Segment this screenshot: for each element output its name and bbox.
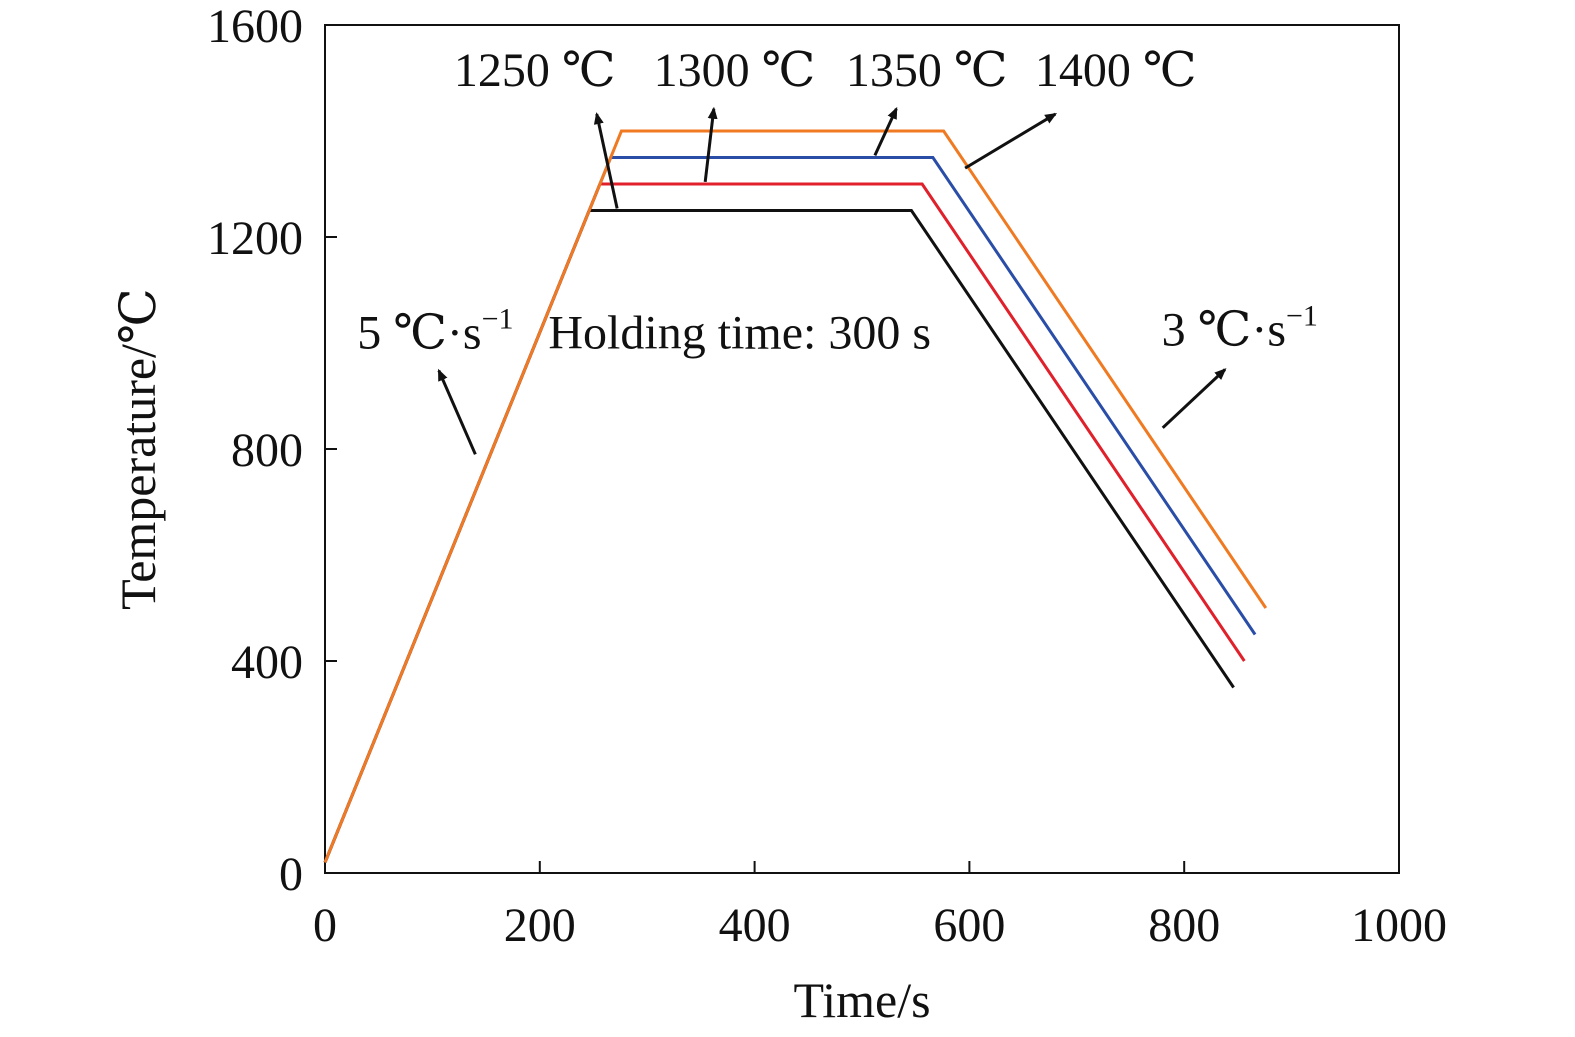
series-label-arrow-3 — [873, 106, 898, 157]
annotation-3: 3 ℃·s−1 — [1162, 300, 1318, 357]
annotation-arrow-3 — [1161, 368, 1227, 429]
series-label-arrow-2 — [703, 106, 718, 183]
x-tick-label: 600 — [933, 899, 1005, 952]
series-label-arrow-1 — [593, 112, 619, 209]
series-label-3: 1350 ℃ — [846, 44, 1008, 97]
annotation-text-2: Holding time: 300 s — [548, 306, 931, 359]
series-label-2: 1300 ℃ — [654, 44, 816, 97]
series-line-4 — [323, 129, 1268, 863]
y-axis-title: Temperature/℃ — [110, 288, 166, 610]
annotation-superscript-1: −1 — [482, 302, 514, 335]
x-tick-label: 400 — [719, 899, 791, 952]
series-line-3 — [323, 156, 1257, 863]
y-tick-label: 1200 — [207, 212, 303, 265]
annotation-text-3: 3 ℃·s — [1162, 304, 1286, 357]
y-tick-label: 800 — [231, 424, 303, 477]
y-axis: 0 400 800 1200 1600 — [207, 0, 337, 901]
x-tick-label: 800 — [1148, 899, 1220, 952]
x-axis-title: Time/s — [793, 972, 930, 1028]
y-tick-label: 1600 — [207, 0, 303, 53]
annotation-arrow-1 — [437, 368, 477, 455]
annotation-superscript-3: −1 — [1286, 300, 1318, 333]
annotation-text-1: 5 ℃·s — [357, 306, 481, 359]
x-tick-label: 200 — [504, 899, 576, 952]
y-tick-label: 400 — [231, 636, 303, 689]
series-label-4: 1400 ℃ — [1035, 44, 1197, 97]
x-tick-label: 0 — [313, 899, 337, 952]
x-axis: 0 200 400 600 800 1000 — [313, 861, 1447, 952]
x-tick-label: 1000 — [1351, 899, 1447, 952]
plot-frame — [324, 24, 1400, 874]
series-label-1: 1250 ℃ — [454, 44, 616, 97]
annotation-1: 5 ℃·s−1 — [357, 302, 513, 359]
y-tick-label: 0 — [279, 848, 303, 901]
annotation-layer: 1250 ℃ 1300 ℃ 1350 ℃ 1400 ℃5 ℃·s−1 Holding t… — [357, 44, 1318, 455]
series-layer — [323, 129, 1268, 863]
annotation-2: Holding time: 300 s — [548, 306, 931, 359]
series-label-arrow-4 — [964, 112, 1058, 170]
